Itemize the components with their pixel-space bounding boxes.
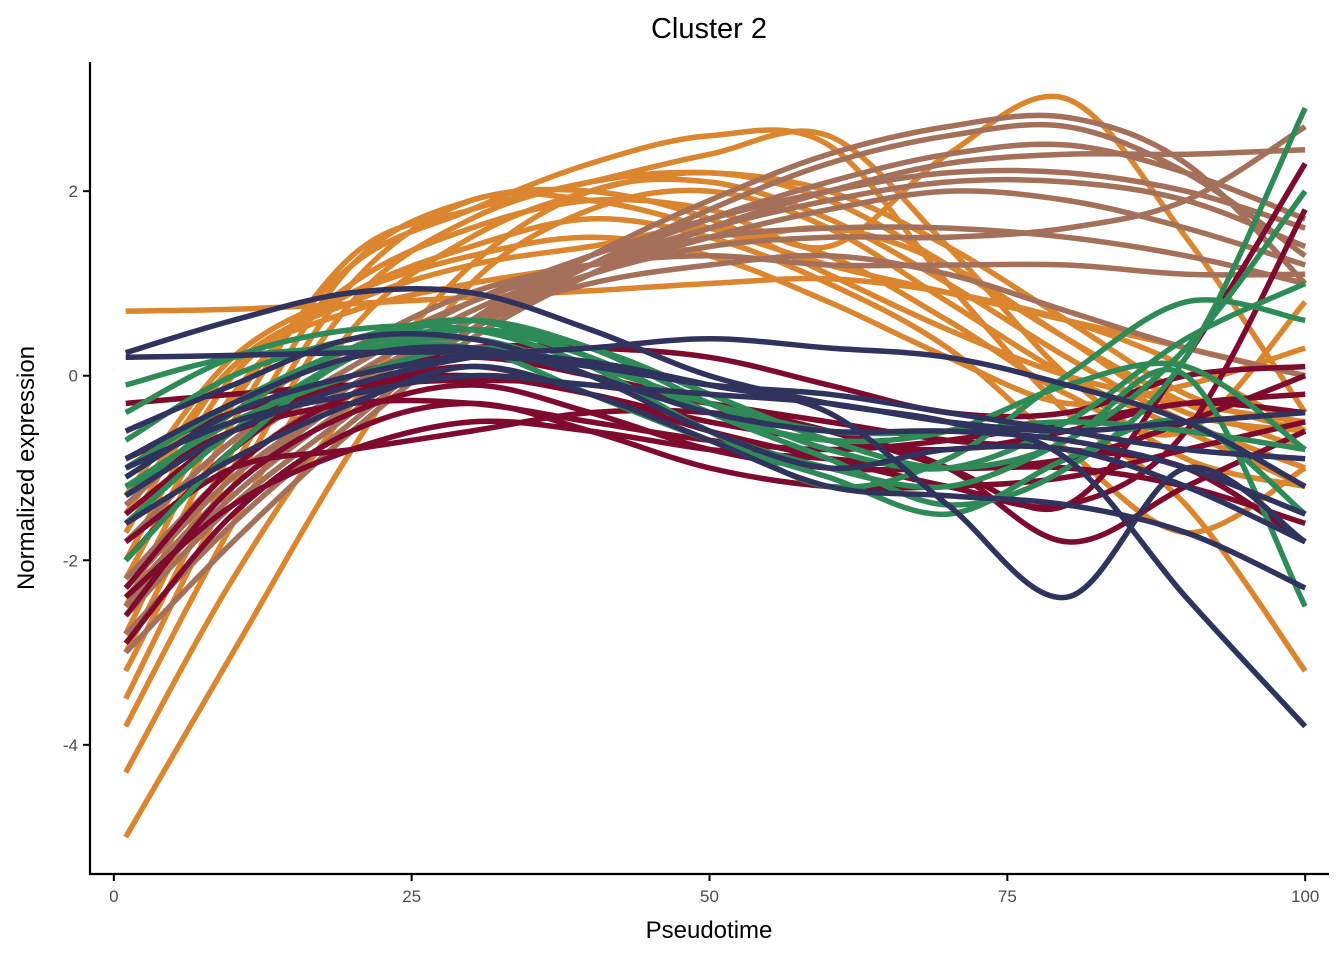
series-line-25 <box>123 141 1307 600</box>
y-axis-title: Normalized expression <box>13 346 40 590</box>
x-tick-label: 25 <box>402 887 421 906</box>
y-tick-label: 2 <box>69 182 78 201</box>
x-axis-ticks: 0 25 50 75 100 <box>109 874 1319 906</box>
series-line-2 <box>123 176 1307 774</box>
series-line-49 <box>124 336 1307 499</box>
x-tick-label: 75 <box>998 887 1017 906</box>
series-line-47 <box>124 344 1307 517</box>
series-layer <box>123 93 1308 839</box>
series-line-48 <box>124 354 1306 480</box>
series-line-1 <box>123 187 1307 839</box>
x-tick-label: 50 <box>700 887 719 906</box>
series-line-51 <box>124 372 1306 471</box>
series-line-43 <box>124 345 1306 489</box>
chart-title: Cluster 2 <box>651 13 767 45</box>
y-tick-label: 0 <box>69 367 78 386</box>
series-line-35 <box>123 418 1307 600</box>
x-tick-label: 100 <box>1291 887 1319 906</box>
series-line-17 <box>123 112 1308 618</box>
series-line-45 <box>125 349 1307 601</box>
x-tick-label: 0 <box>109 887 118 906</box>
y-axis-ticks: -4 -2 0 2 <box>63 182 90 755</box>
series-line-50 <box>124 363 1307 591</box>
series-line-46 <box>124 330 1307 545</box>
y-tick-label: -4 <box>63 736 78 755</box>
y-tick-label: -2 <box>63 551 78 570</box>
x-axis-title: Pseudotime <box>646 917 773 944</box>
